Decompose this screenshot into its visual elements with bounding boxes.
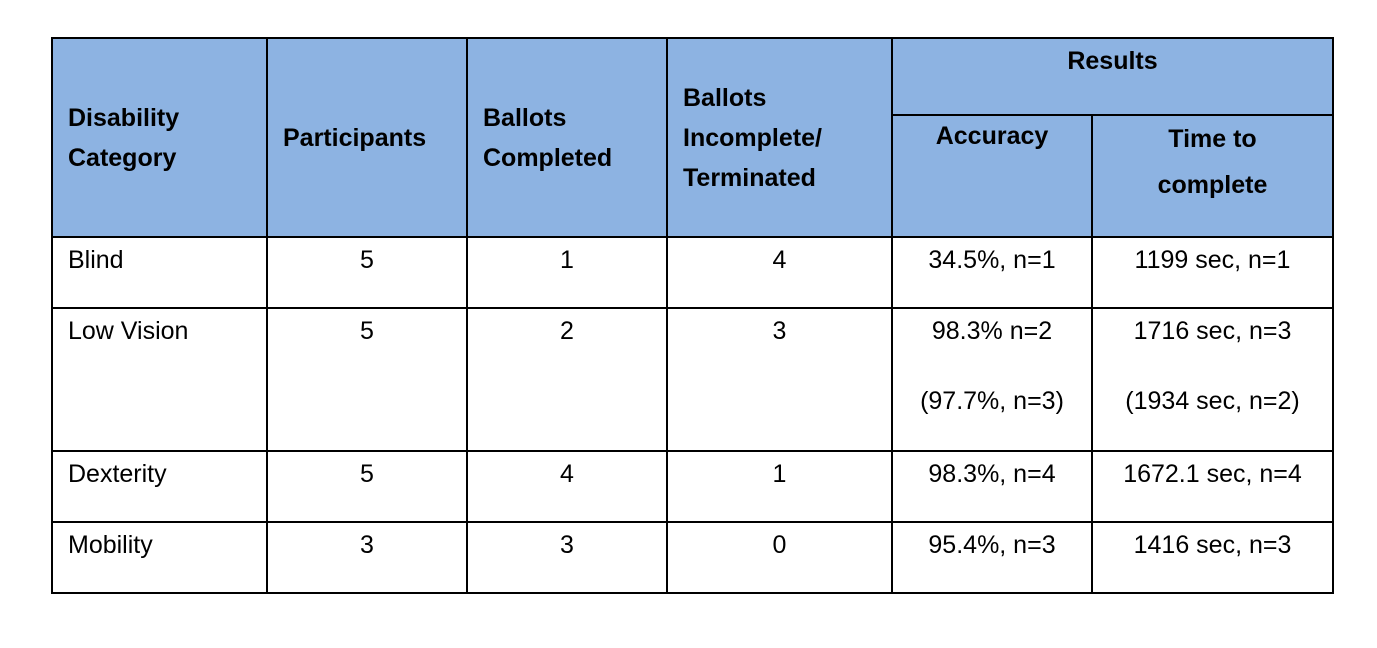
header-text: Time to <box>1168 125 1257 153</box>
table-row: Mobility 3 3 0 95.4%, n=3 1416 sec, n=3 <box>51 521 1334 594</box>
header-text: Results <box>1067 47 1158 75</box>
cell-accuracy: 98.3%, n=4 <box>891 450 1093 523</box>
header-text: Completed <box>483 143 613 172</box>
header-text: complete <box>1157 171 1268 199</box>
cell-completed: 2 <box>466 307 668 452</box>
cell-incomplete: 3 <box>666 307 893 452</box>
accuracy-value: 98.3% n=2 <box>931 317 1053 345</box>
header-participants: Participants <box>266 37 468 238</box>
header-text: Ballots <box>483 103 567 132</box>
time-value: 1416 sec, n=3 <box>1133 531 1292 559</box>
time-value: 1716 sec, n=3 <box>1133 317 1292 345</box>
header-text: Incomplete/ <box>683 123 822 152</box>
header-results: Results <box>891 37 1334 116</box>
cell-time: 1716 sec, n=3 (1934 sec, n=2) <box>1091 307 1334 452</box>
table-row: Blind 5 1 4 34.5%, n=1 1199 sec, n=1 <box>51 236 1334 309</box>
header-disability-category: Disability Category <box>51 37 268 238</box>
accuracy-value: 98.3%, n=4 <box>928 460 1056 488</box>
accuracy-value: 95.4%, n=3 <box>928 531 1056 559</box>
header-text: Ballots <box>683 83 767 112</box>
cell-category: Dexterity <box>51 450 268 523</box>
cell-incomplete: 4 <box>666 236 893 309</box>
cell-participants: 3 <box>266 521 468 594</box>
results-table: Disability Category Participants Ballots… <box>51 37 1334 594</box>
time-alt-value: (1934 sec, n=2) <box>1125 387 1300 415</box>
cell-accuracy: 95.4%, n=3 <box>891 521 1093 594</box>
accuracy-value: 34.5%, n=1 <box>928 246 1056 274</box>
table-row: Dexterity 5 4 1 98.3%, n=4 1672.1 sec, n… <box>51 450 1334 523</box>
cell-time: 1672.1 sec, n=4 <box>1091 450 1334 523</box>
header-text: Disability <box>68 103 180 132</box>
header-ballots-incomplete: Ballots Incomplete/ Terminated <box>666 37 893 238</box>
time-value: 1199 sec, n=1 <box>1134 246 1291 274</box>
cell-completed: 3 <box>466 521 668 594</box>
cell-category: Blind <box>51 236 268 309</box>
cell-participants: 5 <box>266 450 468 523</box>
cell-completed: 4 <box>466 450 668 523</box>
header-text: Terminated <box>683 163 816 192</box>
header-time-to-complete: Time to complete <box>1091 114 1334 238</box>
cell-completed: 1 <box>466 236 668 309</box>
cell-participants: 5 <box>266 236 468 309</box>
cell-participants: 5 <box>266 307 468 452</box>
accuracy-alt-value: (97.7%, n=3) <box>920 387 1064 415</box>
header-ballots-completed: Ballots Completed <box>466 37 668 238</box>
cell-incomplete: 0 <box>666 521 893 594</box>
cell-time: 1416 sec, n=3 <box>1091 521 1334 594</box>
header-accuracy: Accuracy <box>891 114 1093 238</box>
header-text: Category <box>68 143 177 172</box>
header-text: Participants <box>283 123 427 152</box>
cell-time: 1199 sec, n=1 <box>1091 236 1334 309</box>
table-row: Low Vision 5 2 3 98.3% n=2 (97.7%, n=3) … <box>51 307 1334 452</box>
time-value: 1672.1 sec, n=4 <box>1123 460 1302 488</box>
cell-accuracy: 34.5%, n=1 <box>891 236 1093 309</box>
header-text: Accuracy <box>935 122 1049 150</box>
cell-category: Mobility <box>51 521 268 594</box>
cell-accuracy: 98.3% n=2 (97.7%, n=3) <box>891 307 1093 452</box>
cell-category: Low Vision <box>51 307 268 452</box>
cell-incomplete: 1 <box>666 450 893 523</box>
